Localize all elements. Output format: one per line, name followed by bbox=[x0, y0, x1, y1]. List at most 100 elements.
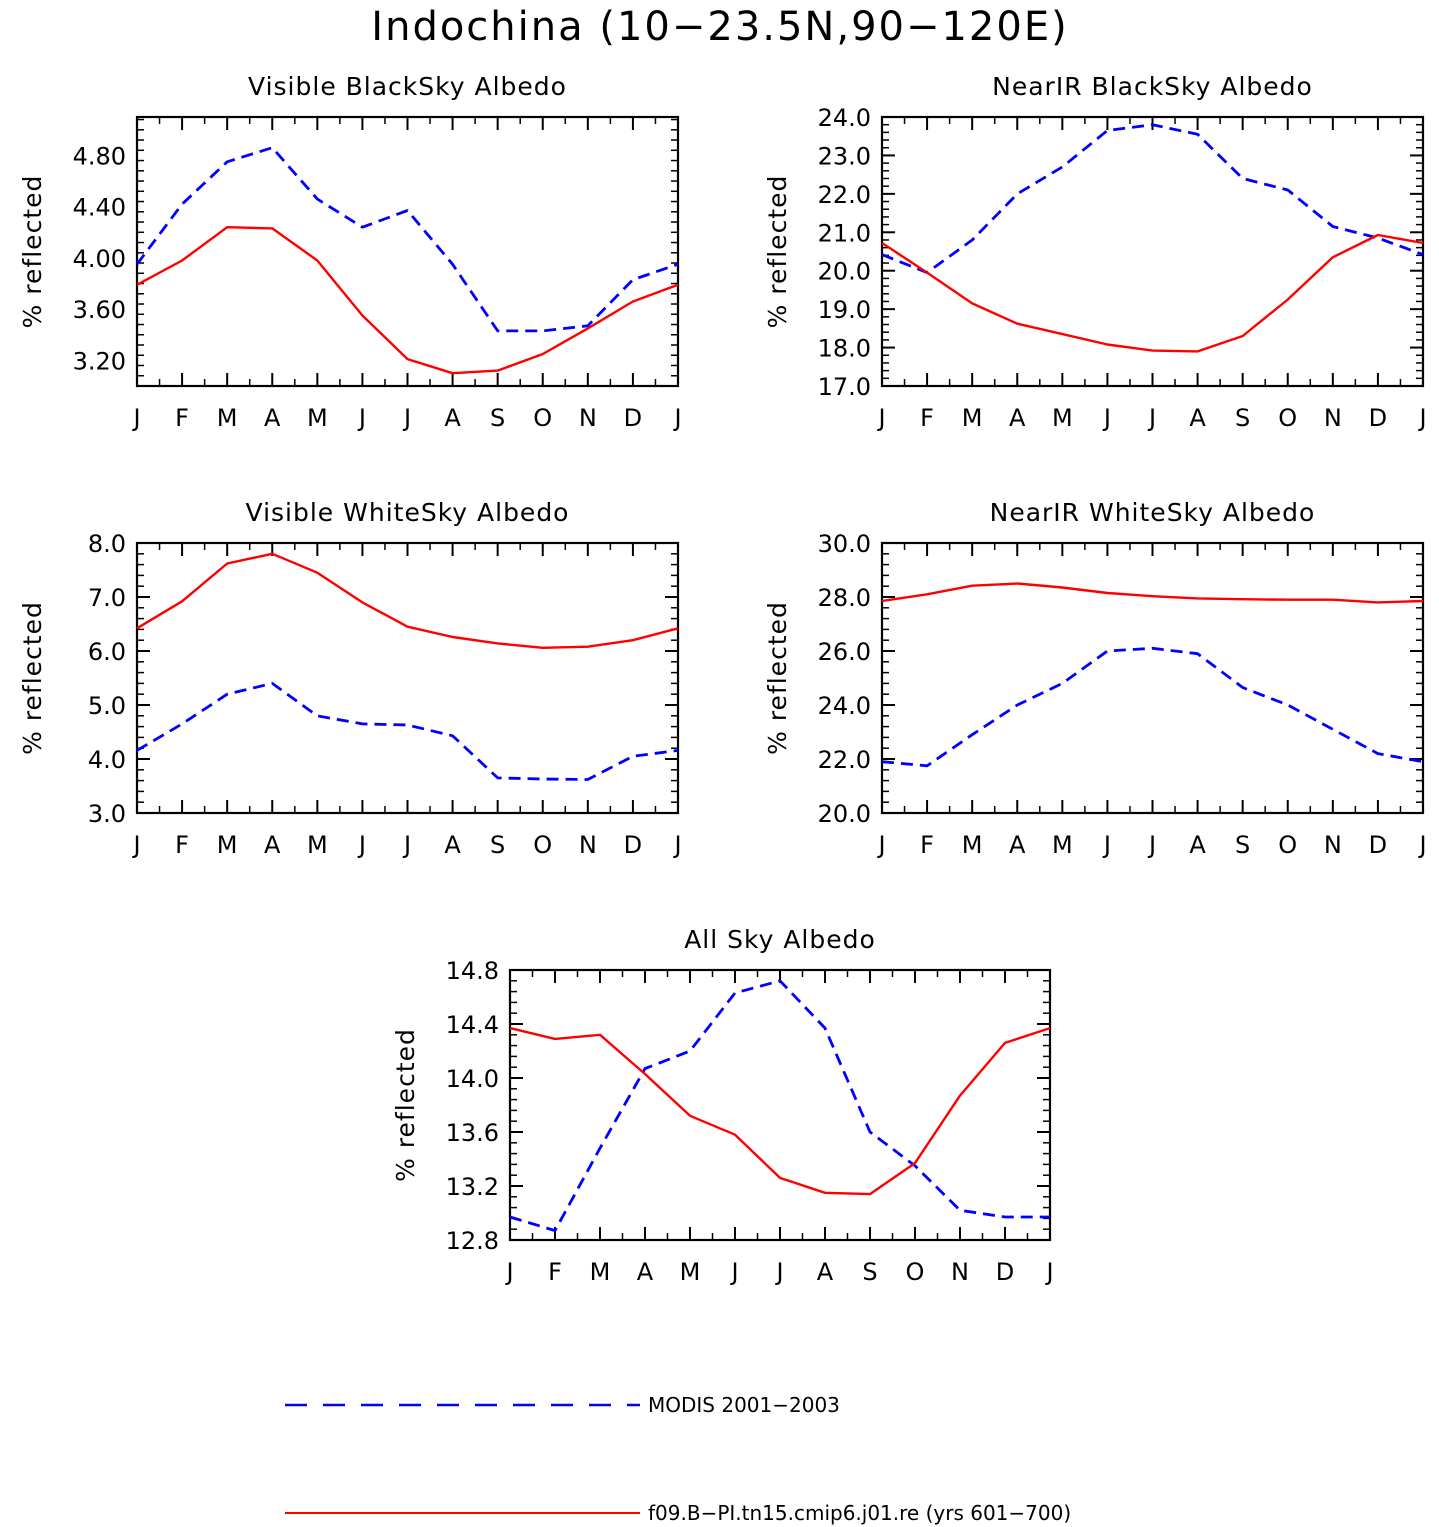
series-line-model bbox=[136, 225, 679, 375]
x-tick-label: J bbox=[131, 831, 140, 859]
x-tick-label: M bbox=[217, 831, 238, 859]
series-line-modis bbox=[136, 682, 679, 781]
x-tick-label: M bbox=[307, 831, 328, 859]
y-axis-label: % reflected bbox=[763, 601, 792, 755]
x-tick-label: J bbox=[876, 831, 885, 859]
plot-frame bbox=[880, 541, 1425, 815]
y-axis-label: % reflected bbox=[18, 601, 47, 755]
x-tick-label: M bbox=[217, 404, 238, 432]
x-tick-label: J bbox=[402, 831, 411, 859]
x-tick-label: F bbox=[175, 831, 189, 859]
y-tick-label: 17.0 bbox=[818, 373, 871, 401]
x-tick-label: A bbox=[1009, 831, 1026, 859]
y-axis-label: % reflected bbox=[391, 1028, 420, 1182]
legend-label-model: f09.B−PI.tn15.cmip6.j01.re (yrs 601−700) bbox=[648, 1501, 1071, 1525]
y-tick-label: 30.0 bbox=[818, 530, 871, 558]
y-tick-label: 20.0 bbox=[818, 800, 871, 828]
y-tick-label: 13.2 bbox=[446, 1173, 499, 1201]
x-tick-label: J bbox=[357, 404, 366, 432]
x-tick-label: D bbox=[996, 1258, 1014, 1286]
y-tick-label: 12.8 bbox=[446, 1227, 499, 1255]
x-tick-label: F bbox=[175, 404, 189, 432]
panel-title: Visible WhiteSky Albedo bbox=[246, 498, 570, 527]
legend-label-modis: MODIS 2001−2003 bbox=[648, 1393, 840, 1417]
x-tick-label: J bbox=[1102, 831, 1111, 859]
x-tick-label: J bbox=[876, 404, 885, 432]
y-tick-label: 28.0 bbox=[818, 584, 871, 612]
y-tick-label: 19.0 bbox=[818, 296, 871, 324]
x-tick-label: J bbox=[357, 831, 366, 859]
x-tick-label: S bbox=[1235, 404, 1250, 432]
x-tick-label: M bbox=[307, 404, 328, 432]
x-tick-label: M bbox=[962, 831, 983, 859]
x-tick-label: S bbox=[1235, 831, 1250, 859]
x-tick-label: N bbox=[1324, 831, 1342, 859]
y-tick-label: 21.0 bbox=[818, 219, 871, 247]
x-tick-label: S bbox=[862, 1258, 877, 1286]
x-tick-label: A bbox=[1189, 404, 1206, 432]
y-tick-label: 23.0 bbox=[818, 142, 871, 170]
x-tick-label: N bbox=[579, 404, 597, 432]
y-tick-label: 22.0 bbox=[818, 746, 871, 774]
series-line-model bbox=[136, 552, 679, 649]
y-tick-label: 14.0 bbox=[446, 1065, 499, 1093]
series-line-model bbox=[509, 1026, 1051, 1196]
panel-title: All Sky Albedo bbox=[684, 925, 876, 954]
x-tick-label: S bbox=[490, 404, 505, 432]
x-tick-label: J bbox=[729, 1258, 738, 1286]
series-line-modis bbox=[881, 646, 1424, 768]
legend: MODIS 2001−2003 f09.B−PI.tn15.cmip6.j01.… bbox=[285, 1393, 1071, 1525]
x-tick-label: O bbox=[1278, 831, 1297, 859]
x-tick-label: F bbox=[920, 831, 934, 859]
x-tick-label: J bbox=[1417, 831, 1426, 859]
x-tick-label: A bbox=[264, 831, 281, 859]
x-tick-label: D bbox=[624, 831, 642, 859]
x-tick-label: M bbox=[962, 404, 983, 432]
series-line-modis bbox=[881, 123, 1424, 275]
x-tick-label: A bbox=[444, 831, 461, 859]
x-tick-label: O bbox=[533, 404, 552, 432]
y-tick-label: 8.0 bbox=[88, 530, 126, 558]
x-tick-label: N bbox=[579, 831, 597, 859]
y-tick-label: 13.6 bbox=[446, 1119, 499, 1147]
x-tick-label: A bbox=[1189, 831, 1206, 859]
y-tick-label: 18.0 bbox=[818, 335, 871, 363]
plot-frame bbox=[508, 968, 1052, 1242]
x-tick-label: M bbox=[1052, 831, 1073, 859]
y-tick-label: 7.0 bbox=[88, 584, 126, 612]
x-tick-label: N bbox=[951, 1258, 969, 1286]
x-tick-label: A bbox=[817, 1258, 834, 1286]
x-tick-label: J bbox=[672, 831, 681, 859]
series-line-model bbox=[881, 582, 1424, 604]
y-tick-label: 4.0 bbox=[88, 746, 126, 774]
x-tick-label: A bbox=[1009, 404, 1026, 432]
y-tick-label: 14.4 bbox=[446, 1011, 499, 1039]
x-tick-label: D bbox=[1369, 831, 1387, 859]
x-tick-label: J bbox=[131, 404, 140, 432]
plot-frame bbox=[135, 115, 680, 388]
y-axis-label: % reflected bbox=[18, 175, 47, 329]
x-tick-label: F bbox=[548, 1258, 562, 1286]
x-tick-label: A bbox=[264, 404, 281, 432]
x-tick-label: M bbox=[590, 1258, 611, 1286]
y-tick-label: 24.0 bbox=[818, 692, 871, 720]
x-tick-label: J bbox=[1417, 404, 1426, 432]
series-line-modis bbox=[509, 979, 1050, 1232]
y-tick-label: 4.00 bbox=[73, 245, 126, 273]
x-tick-label: J bbox=[1102, 404, 1111, 432]
x-tick-label: O bbox=[906, 1258, 925, 1286]
x-tick-label: A bbox=[444, 404, 461, 432]
x-tick-label: M bbox=[680, 1258, 701, 1286]
x-tick-label: J bbox=[672, 404, 681, 432]
y-tick-label: 14.8 bbox=[446, 957, 499, 985]
panel-title: Visible BlackSky Albedo bbox=[248, 72, 567, 101]
x-tick-label: J bbox=[1044, 1258, 1053, 1286]
y-tick-label: 22.0 bbox=[818, 181, 871, 209]
y-tick-label: 4.40 bbox=[73, 194, 126, 222]
y-tick-label: 24.0 bbox=[818, 104, 871, 132]
x-tick-label: M bbox=[1052, 404, 1073, 432]
panel-title: NearIR WhiteSky Albedo bbox=[990, 498, 1316, 527]
